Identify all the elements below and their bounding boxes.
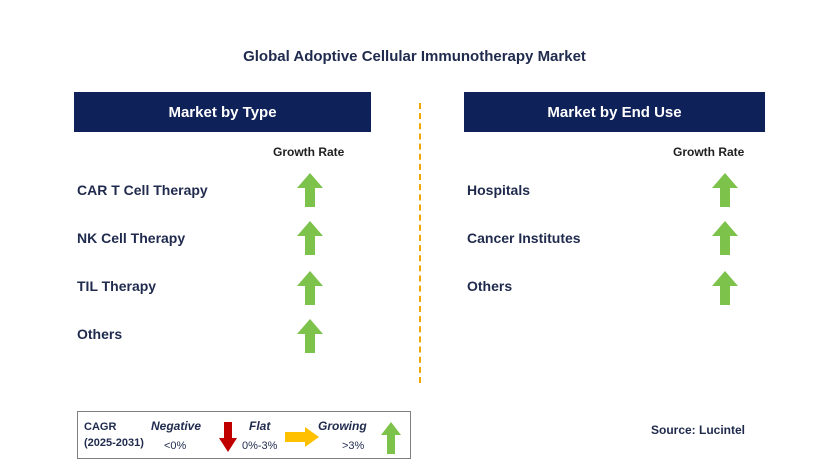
growing-arrow-icon [712, 173, 738, 207]
legend-negative-label: Negative [151, 419, 202, 433]
chart-title: Global Adoptive Cellular Immunotherapy M… [243, 48, 586, 65]
growing-arrow-icon [297, 271, 323, 305]
end-use-panel-header: Market by End Use [464, 92, 765, 132]
growing-arrow-icon [297, 319, 323, 353]
end-use-row-others: Others [467, 278, 513, 294]
type-row-til: TIL Therapy [77, 278, 157, 294]
growing-arrow-icon [712, 221, 738, 255]
end-use-growth-rate-label: Growth Rate [673, 145, 745, 159]
type-row-nk: NK Cell Therapy [77, 230, 186, 246]
type-panel-header: Market by Type [74, 92, 371, 132]
end-use-row-hospitals: Hospitals [467, 182, 531, 198]
panel-divider [419, 103, 421, 383]
legend-period: (2025-2031) [84, 437, 144, 449]
end-use-row-cancer-institutes: Cancer Institutes [467, 230, 581, 246]
growing-arrow-icon [712, 271, 738, 305]
flat-arrow-icon [285, 427, 319, 447]
legend-flat-label: Flat [249, 419, 271, 433]
cagr-legend: CAGR (2025-2031) Negative <0% Flat 0%-3%… [77, 411, 411, 459]
legend-growing-value: >3% [342, 440, 365, 452]
source-note: Source: Lucintel [651, 423, 746, 437]
legend-flat-value: 0%-3% [242, 440, 278, 452]
legend-growing-label: Growing [318, 419, 367, 433]
type-growth-rate-label: Growth Rate [273, 145, 345, 159]
negative-arrow-icon [219, 422, 237, 452]
growing-arrow-icon [297, 173, 323, 207]
type-row-others: Others [77, 326, 123, 342]
legend-cagr-label: CAGR [84, 421, 117, 433]
growing-arrow-icon [381, 422, 401, 454]
type-row-car-t: CAR T Cell Therapy [77, 182, 208, 198]
legend-negative-value: <0% [164, 440, 187, 452]
growing-arrow-icon [297, 221, 323, 255]
